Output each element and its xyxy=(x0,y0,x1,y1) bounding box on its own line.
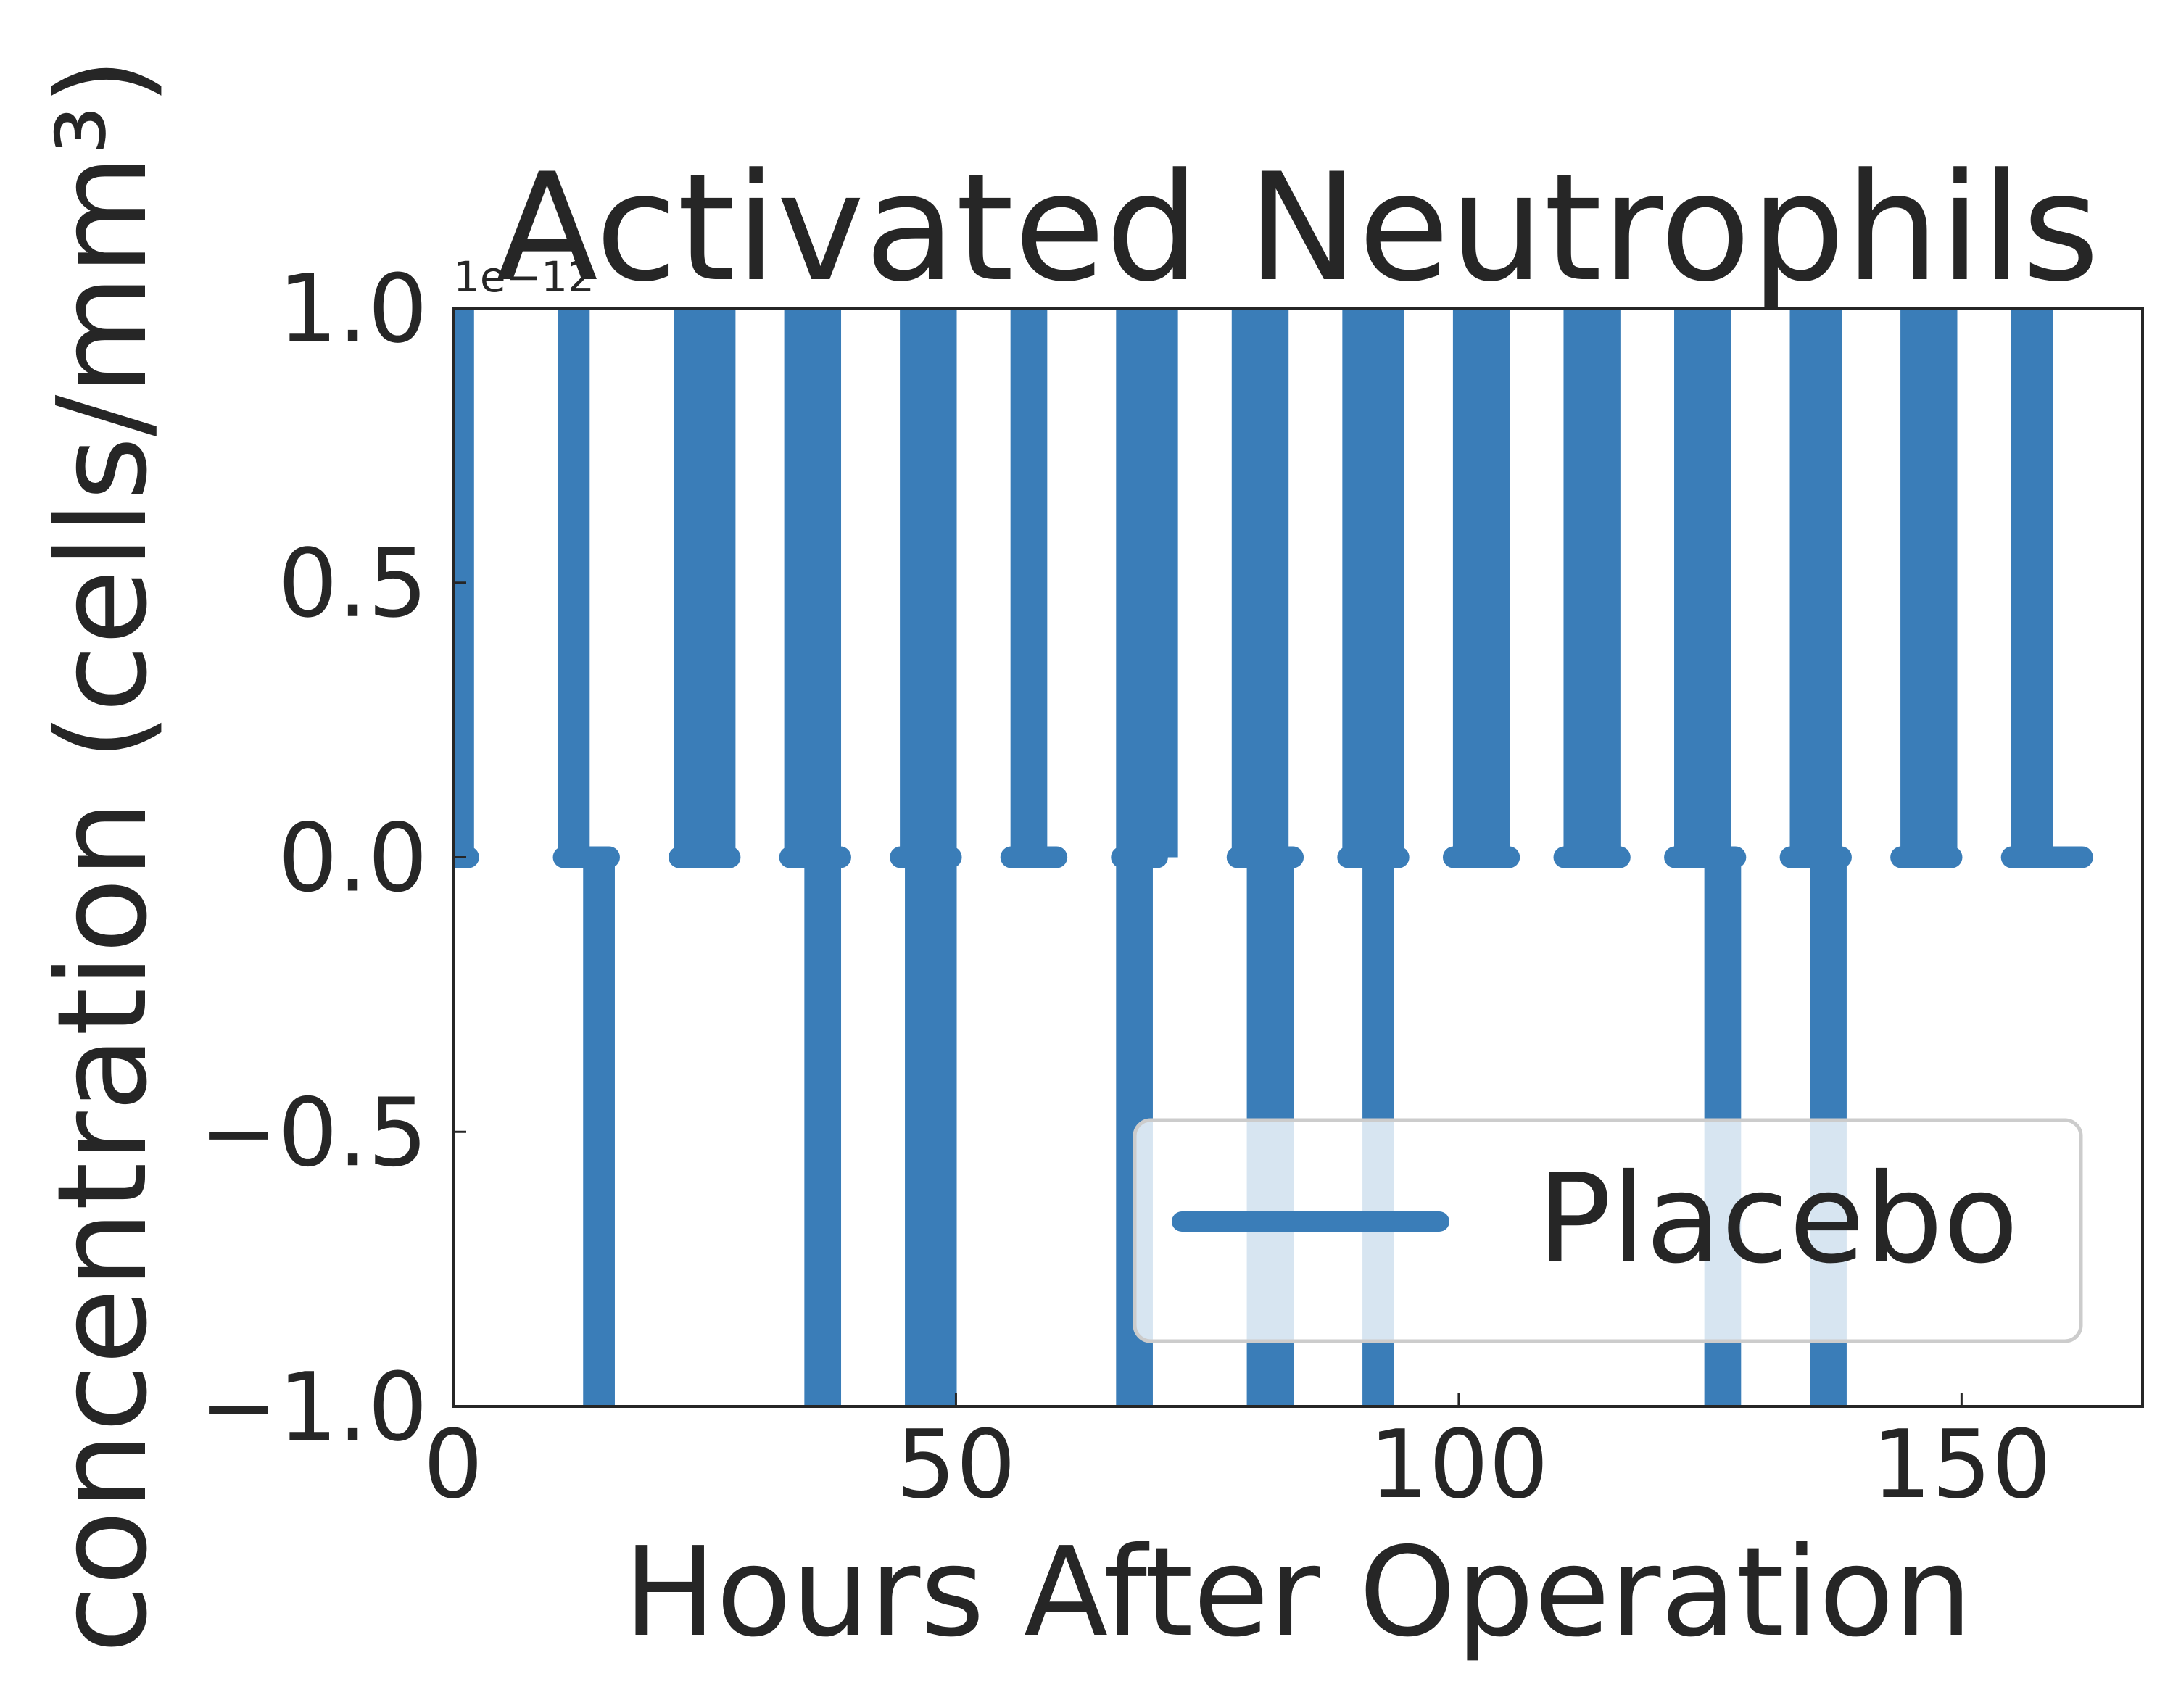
y-tick-label-2: 0.0 xyxy=(278,803,428,913)
x-tick-label-3: 150 xyxy=(1871,1409,2051,1520)
y-axis-label: concentration (cells/mm³) xyxy=(31,57,175,1654)
spike-up-12 xyxy=(1789,308,1842,858)
y-tick-label-4: 1.0 xyxy=(278,254,428,364)
x-tick-label-1: 50 xyxy=(896,1409,1016,1520)
y-axis: −1.0 −0.5 0.0 0.5 1.0 xyxy=(199,254,466,1462)
spike-up-10 xyxy=(1563,308,1621,858)
x-tick-label-2: 100 xyxy=(1369,1409,1549,1520)
spike-up-6 xyxy=(1116,308,1178,858)
spike-up-13 xyxy=(1900,308,1958,858)
spike-up-8 xyxy=(1342,308,1404,858)
y-tick-label-3: 0.5 xyxy=(278,528,428,639)
spike-up-2 xyxy=(674,308,736,858)
spike-down-1 xyxy=(804,857,842,1406)
spike-up-7 xyxy=(1231,308,1289,858)
spike-up-9 xyxy=(1452,308,1510,858)
legend-label-placebo: Placebo xyxy=(1537,1148,2019,1291)
spike-down-2 xyxy=(905,857,957,1406)
series-placebo xyxy=(453,308,2093,1406)
x-tick-label-0: 0 xyxy=(423,1409,484,1520)
legend: Placebo xyxy=(1133,1118,2083,1343)
y-tick-label-1: −0.5 xyxy=(199,1077,428,1187)
spike-down-0 xyxy=(583,857,615,1406)
legend-box xyxy=(1133,1118,2083,1343)
spike-up-5 xyxy=(1010,308,1048,858)
spike-up-14 xyxy=(2011,308,2053,858)
spike-up-3 xyxy=(784,308,842,858)
y-tick-label-0: −1.0 xyxy=(199,1352,428,1462)
chart-title: Activated Neutrophils xyxy=(496,142,2099,315)
y-offset-label: 1e−12 xyxy=(453,252,595,302)
x-axis: 0 50 100 150 xyxy=(423,1393,2051,1520)
spike-up-1 xyxy=(558,308,590,858)
spike-up-4 xyxy=(900,308,957,858)
x-axis-label: Hours After Operation xyxy=(624,1521,1972,1665)
spike-up-11 xyxy=(1674,308,1731,858)
